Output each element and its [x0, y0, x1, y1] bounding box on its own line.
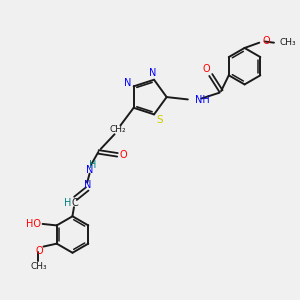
Text: N: N — [86, 165, 93, 175]
Text: H: H — [64, 198, 71, 208]
Text: O: O — [35, 246, 43, 256]
Text: O: O — [263, 37, 270, 46]
Text: H: H — [89, 160, 97, 170]
Text: N: N — [124, 78, 131, 88]
Text: NH: NH — [195, 95, 209, 105]
Text: CH₃: CH₃ — [279, 38, 296, 47]
Text: N: N — [83, 180, 91, 190]
Text: S: S — [156, 115, 163, 125]
Text: CH₂: CH₂ — [109, 125, 126, 134]
Text: N: N — [149, 68, 156, 78]
Text: C: C — [71, 198, 78, 208]
Text: HO: HO — [26, 219, 41, 229]
Text: O: O — [120, 150, 127, 160]
Text: O: O — [202, 64, 210, 74]
Text: CH₃: CH₃ — [30, 262, 47, 271]
